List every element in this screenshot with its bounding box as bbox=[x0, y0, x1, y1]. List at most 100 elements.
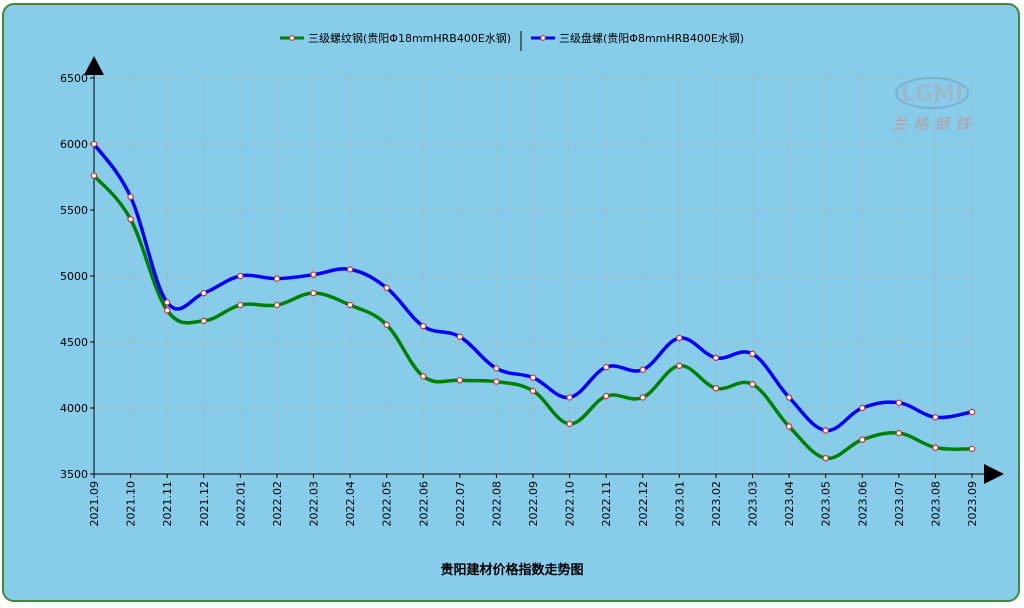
x-tick-label: 2021.11 bbox=[161, 481, 174, 527]
series-2-point bbox=[237, 272, 244, 280]
series-2-point bbox=[200, 289, 207, 297]
series-1-point bbox=[785, 423, 793, 430]
chart-frame: LGMI 兰格钢铁 3500 4000 4500 5000 5500 6000 6500 2… bbox=[2, 3, 1020, 602]
x-tick-label: 2023.09 bbox=[966, 481, 979, 527]
y-tick-label: 5500 bbox=[60, 204, 88, 217]
x-tick-label: 2023.02 bbox=[710, 481, 723, 527]
series-2-point bbox=[712, 354, 720, 362]
y-axis-ticks: 3500 4000 4500 5000 5500 6000 6500 bbox=[60, 72, 94, 481]
y-tick-label: 6500 bbox=[60, 72, 88, 85]
x-tick-label: 2023.05 bbox=[820, 481, 833, 527]
series-1-point bbox=[273, 301, 281, 309]
x-tick-label: 2023.08 bbox=[929, 481, 942, 527]
x-tick-label: 2022.01 bbox=[234, 481, 247, 527]
x-tick-label: 2022.11 bbox=[600, 481, 613, 527]
series-2-point bbox=[602, 363, 610, 371]
legend-label-1: 三级螺纹钢(贵阳Φ18mmHRB400E水钢) bbox=[308, 31, 511, 45]
x-tick-label: 2023.07 bbox=[893, 481, 906, 527]
x-tick-label: 2021.10 bbox=[125, 481, 138, 527]
series-2-point bbox=[895, 399, 903, 406]
y-tick-label: 5000 bbox=[60, 270, 88, 283]
series-1-point bbox=[822, 454, 829, 462]
series-1-point bbox=[859, 436, 866, 443]
series-2-point bbox=[420, 322, 427, 330]
series-1-point bbox=[237, 301, 244, 309]
x-tick-label: 2022.10 bbox=[564, 481, 577, 527]
series-1-point bbox=[127, 216, 134, 223]
series-1-point bbox=[895, 429, 903, 437]
x-tick-label: 2021.12 bbox=[198, 481, 211, 527]
series-2-point bbox=[932, 414, 939, 421]
series-1-point bbox=[566, 420, 573, 428]
chart-title: 贵阳建材价格指数走势图 bbox=[440, 562, 583, 578]
x-tick-label: 2022.09 bbox=[527, 481, 540, 527]
series-1-point bbox=[493, 378, 500, 385]
line-chart: LGMI 兰格钢铁 3500 4000 4500 5000 5500 6000 6500 2… bbox=[60, 31, 1004, 578]
series-1-point bbox=[676, 362, 683, 369]
series-1-point bbox=[90, 172, 98, 179]
series-1-point bbox=[200, 317, 207, 325]
x-tick-label: 2022.07 bbox=[454, 481, 467, 527]
series-2-point bbox=[346, 266, 354, 273]
y-axis-arrowhead bbox=[84, 56, 104, 75]
x-tick-label: 2022.02 bbox=[271, 481, 284, 527]
series-2-point bbox=[676, 334, 683, 342]
series-2-point bbox=[90, 140, 98, 148]
x-tick-label: 2021.09 bbox=[88, 481, 101, 527]
series-2-point bbox=[383, 284, 390, 292]
series-2-point bbox=[163, 299, 171, 306]
y-tick-label: 4000 bbox=[60, 402, 88, 415]
x-tick-label: 2022.03 bbox=[308, 481, 321, 527]
x-tick-label: 2023.04 bbox=[783, 481, 796, 527]
grid-lines bbox=[94, 77, 973, 474]
series-2-point bbox=[968, 408, 976, 416]
series-1-point bbox=[712, 385, 720, 392]
x-tick-label: 2023.06 bbox=[856, 481, 869, 527]
y-tick-label: 6000 bbox=[60, 138, 88, 151]
series-lines bbox=[90, 140, 976, 462]
series-1-point bbox=[932, 444, 939, 451]
x-axis-ticks: 2021.09 2021.10 2021.11 2021.12 2022.01 2022.… bbox=[88, 474, 979, 527]
x-tick-label: 2022.04 bbox=[344, 481, 357, 527]
series-2-point bbox=[310, 271, 317, 278]
legend: 三级螺纹钢(贵阳Φ18mmHRB400E水钢) 三级盘螺(贵阳Φ8mmHRB400… bbox=[280, 31, 744, 51]
series-2-point bbox=[822, 427, 829, 434]
watermark-sub-text: 兰格钢铁 bbox=[892, 115, 976, 133]
legend-label-2: 三级盘螺(贵阳Φ8mmHRB400E水钢) bbox=[559, 31, 744, 45]
series-1-point bbox=[639, 394, 646, 401]
series-1-point bbox=[310, 289, 317, 297]
x-tick-label: 2022.06 bbox=[417, 481, 430, 527]
series-2-point bbox=[127, 193, 134, 200]
series-1-point bbox=[456, 377, 464, 384]
watermark-logo-text: LGMI bbox=[901, 82, 963, 107]
series-2-point bbox=[749, 350, 756, 358]
series-2-point bbox=[456, 333, 464, 340]
series-1-point bbox=[346, 301, 354, 309]
series-2-point bbox=[566, 394, 573, 401]
x-tick-label: 2023.01 bbox=[673, 481, 686, 527]
x-tick-label: 2022.08 bbox=[490, 481, 503, 527]
legend-marker-1 bbox=[289, 35, 295, 41]
series-2-point bbox=[859, 404, 866, 412]
series-2-point bbox=[273, 275, 281, 282]
y-tick-label: 3500 bbox=[60, 468, 88, 481]
x-tick-label: 2022.05 bbox=[381, 481, 394, 527]
series-2-point bbox=[785, 394, 793, 401]
y-tick-label: 4500 bbox=[60, 336, 88, 349]
x-axis-arrowhead bbox=[984, 464, 1004, 484]
series-1-point bbox=[749, 381, 756, 388]
x-tick-label: 2022.12 bbox=[637, 481, 650, 527]
lgmi-watermark-logo: LGMI 兰格钢铁 bbox=[892, 77, 976, 133]
axes bbox=[84, 56, 1004, 484]
series-1-point bbox=[968, 445, 976, 453]
series-2-point bbox=[529, 374, 537, 381]
series-1-point bbox=[163, 307, 171, 314]
series-2-point bbox=[493, 365, 500, 372]
series-1-point bbox=[602, 392, 610, 400]
legend-marker-2 bbox=[540, 35, 546, 41]
series-1-point bbox=[529, 387, 537, 395]
series-1-point bbox=[420, 373, 427, 380]
x-tick-label: 2023.03 bbox=[747, 481, 760, 527]
series-1-point bbox=[383, 321, 390, 329]
series-2-point bbox=[639, 366, 646, 373]
